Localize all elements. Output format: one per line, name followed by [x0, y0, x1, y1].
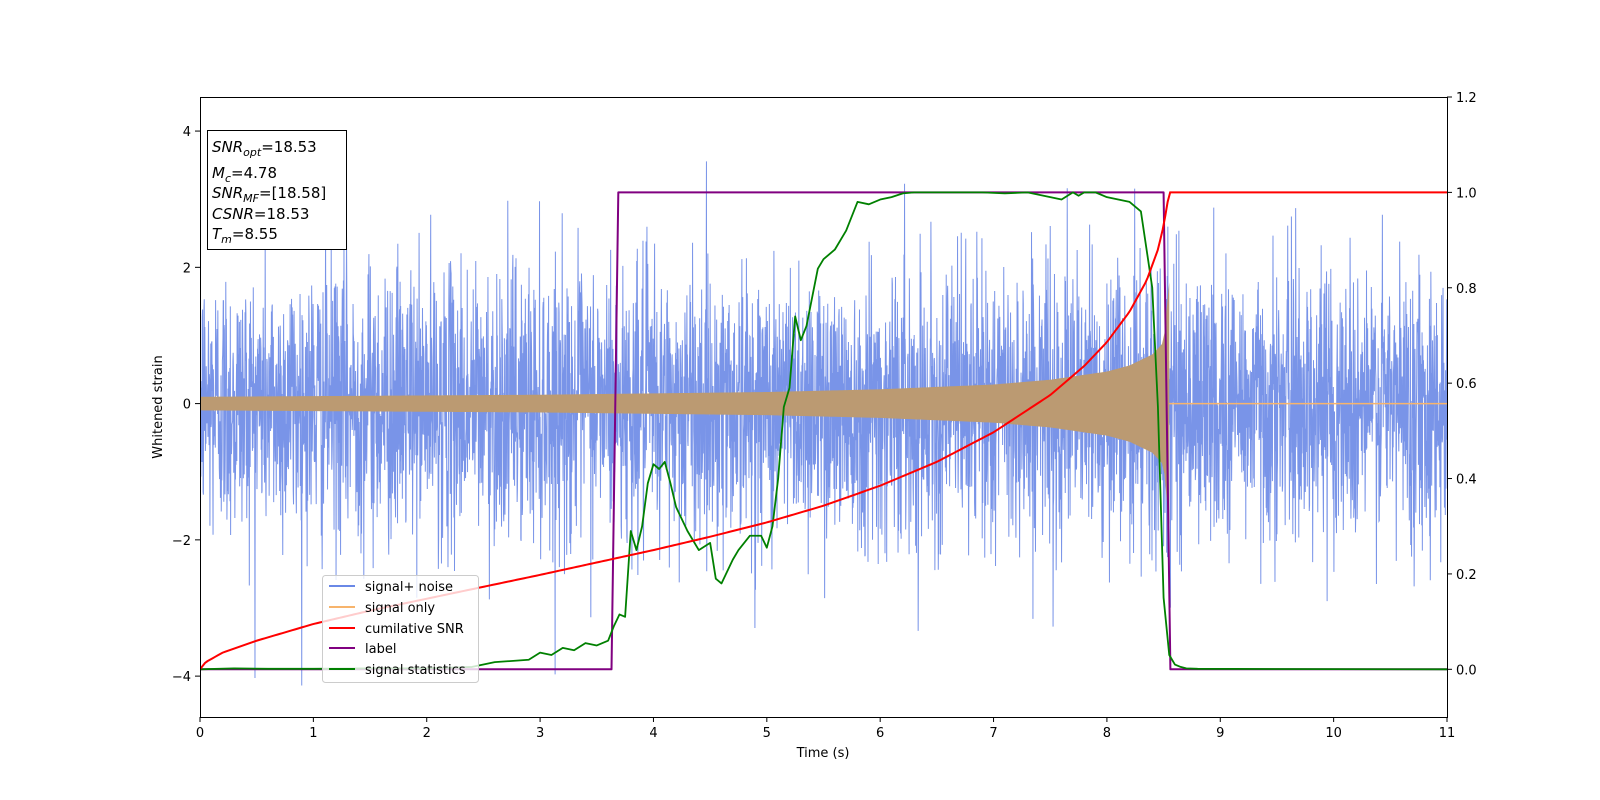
x-tick-label: 7 — [989, 726, 997, 741]
y-right-tick-label: 0.8 — [1456, 282, 1477, 297]
y-axis-left: −4 −2 0 2 4 — [172, 125, 200, 685]
x-tick-label: 8 — [1103, 726, 1111, 741]
legend-entry-signal-statistics: signal statistics — [329, 663, 466, 678]
legend-label: signal statistics — [365, 663, 466, 678]
info-snr-opt: SNRopt=18.53 — [212, 138, 317, 159]
series-signal-only — [200, 282, 1447, 525]
legend-label: label — [365, 642, 396, 657]
info-tm: Tm=8.55 — [212, 225, 278, 246]
x-tick-label: 2 — [423, 726, 431, 741]
legend-entry-signal-only: signal only — [329, 601, 435, 616]
x-tick-label: 9 — [1216, 726, 1224, 741]
y-right-tick-label: 1.0 — [1456, 186, 1477, 201]
y-left-tick-label: 4 — [183, 125, 191, 140]
legend-entry-label: label — [329, 642, 396, 657]
y-axis-label: Whitened strain — [151, 355, 166, 458]
y-left-tick-label: 2 — [183, 261, 191, 276]
x-tick-label: 10 — [1325, 726, 1342, 741]
legend-label: signal only — [365, 601, 435, 616]
y-right-tick-label: 0.0 — [1456, 663, 1477, 678]
info-csnr: CSNR=18.53 — [212, 205, 309, 223]
series-line — [200, 191, 1447, 671]
legend: signal+ noise signal only cumilative SNR… — [322, 575, 479, 683]
plot-frame — [200, 97, 1448, 718]
y-left-tick-label: 0 — [183, 398, 191, 413]
info-snr-mf: SNRMF=[18.58] — [212, 184, 326, 205]
legend-entry-signal-noise: signal+ noise — [329, 580, 453, 595]
legend-label: cumilative SNR — [365, 622, 464, 637]
y-left-tick-label: −4 — [172, 670, 191, 685]
legend-label: signal+ noise — [365, 580, 453, 595]
y-right-tick-label: 0.2 — [1456, 568, 1477, 583]
x-axis-label: Time (s) — [796, 746, 850, 761]
y-right-tick-label: 1.2 — [1456, 91, 1477, 106]
y-axis-right: 0.0 0.2 0.4 0.6 0.8 1.0 1.2 — [1447, 91, 1477, 678]
x-tick-label: 11 — [1439, 726, 1456, 741]
info-mc: Mc=4.78 — [212, 164, 277, 185]
x-tick-label: 3 — [536, 726, 544, 741]
series-signal-statistics — [200, 191, 1447, 671]
info-box: SNRopt=18.53 Mc=4.78 SNRMF=[18.58] CSNR=… — [207, 130, 347, 250]
signal-only-band — [200, 282, 1170, 525]
plot-area — [200, 161, 1447, 686]
legend-entry-cumulative-snr: cumilative SNR — [329, 622, 464, 637]
x-tick-label: 5 — [763, 726, 771, 741]
x-axis: 0 1 2 3 4 5 6 7 8 9 10 11 — [196, 717, 1455, 741]
y-right-tick-label: 0.4 — [1456, 473, 1477, 488]
x-tick-label: 1 — [309, 726, 317, 741]
y-left-tick-label: −2 — [172, 534, 191, 549]
y-right-tick-label: 0.6 — [1456, 377, 1477, 392]
x-tick-label: 4 — [649, 726, 657, 741]
x-tick-label: 6 — [876, 726, 884, 741]
x-tick-label: 0 — [196, 726, 204, 741]
